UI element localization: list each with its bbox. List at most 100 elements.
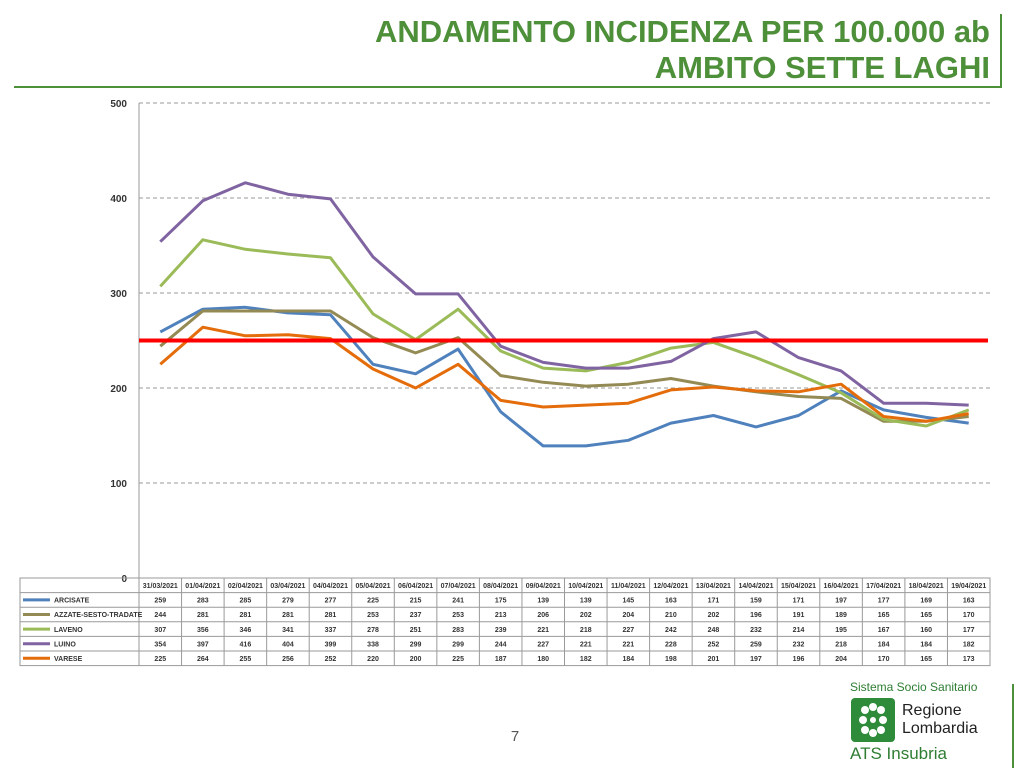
data-label: 404 [282, 641, 294, 648]
data-label: 167 [878, 627, 890, 634]
data-label: 279 [282, 598, 294, 605]
legend-label: ARCISATE [54, 598, 90, 605]
data-label: 170 [963, 612, 975, 619]
x-tick-label: 11/04/2021 [611, 583, 646, 590]
data-label: 169 [920, 598, 932, 605]
x-tick-label: 03/04/2021 [270, 583, 305, 590]
page-number: 7 [510, 728, 520, 745]
data-label: 259 [154, 598, 166, 605]
data-label: 171 [708, 598, 720, 605]
x-tick-label: 17/04/2021 [866, 583, 901, 590]
data-label: 225 [452, 656, 464, 663]
x-tick-label: 14/04/2021 [738, 583, 773, 590]
data-label: 255 [240, 656, 252, 663]
y-tick-label: 0 [121, 574, 127, 585]
y-tick-label: 500 [110, 99, 127, 110]
data-label: 232 [750, 627, 762, 634]
x-tick-label: 13/04/2021 [696, 583, 731, 590]
data-label: 244 [154, 612, 166, 619]
legend-label: VARESE [54, 656, 83, 663]
data-label: 299 [452, 641, 464, 648]
logo-name-line2: Lombardia [902, 720, 978, 737]
data-label: 281 [240, 612, 252, 619]
data-label: 187 [495, 656, 507, 663]
series-line [159, 238, 970, 428]
x-tick-label: 19/04/2021 [951, 583, 986, 590]
x-tick-label: 07/04/2021 [441, 583, 476, 590]
data-label: 218 [580, 627, 592, 634]
data-label: 160 [920, 627, 932, 634]
x-tick-label: 04/04/2021 [313, 583, 348, 590]
data-label: 163 [665, 598, 677, 605]
data-label: 225 [367, 598, 379, 605]
data-label: 191 [793, 612, 805, 619]
x-tick-label: 01/04/2021 [185, 583, 220, 590]
data-label: 184 [920, 641, 932, 648]
series-line [159, 181, 969, 407]
data-label: 416 [240, 641, 252, 648]
data-label: 228 [665, 641, 677, 648]
data-label: 259 [750, 641, 762, 648]
data-label: 278 [367, 627, 379, 634]
data-label: 346 [240, 627, 252, 634]
data-label: 163 [963, 598, 975, 605]
data-label: 221 [580, 641, 592, 648]
data-label: 197 [750, 656, 762, 663]
data-label: 173 [963, 656, 975, 663]
data-label: 145 [622, 598, 634, 605]
data-label: 159 [750, 598, 762, 605]
data-label: 197 [835, 598, 847, 605]
x-tick-label: 16/04/2021 [824, 583, 859, 590]
data-label: 283 [452, 627, 464, 634]
data-label: 139 [580, 598, 592, 605]
y-tick-label: 400 [110, 194, 127, 205]
data-label: 253 [367, 612, 379, 619]
data-label: 218 [835, 641, 847, 648]
x-tick-label: 10/04/2021 [568, 583, 603, 590]
x-tick-label: 31/03/2021 [143, 583, 178, 590]
series-line [159, 309, 969, 423]
data-label: 251 [410, 627, 422, 634]
logo-name-line1: Regione [902, 702, 962, 719]
x-tick-label: 18/04/2021 [909, 583, 944, 590]
logo-ats: ATS Insubria [850, 744, 948, 763]
data-label: 196 [793, 656, 805, 663]
data-label: 204 [835, 656, 847, 663]
data-label: 225 [154, 656, 166, 663]
data-label: 182 [580, 656, 592, 663]
data-label: 206 [537, 612, 549, 619]
data-label: 252 [325, 656, 337, 663]
data-label: 171 [793, 598, 805, 605]
data-label: 248 [708, 627, 720, 634]
data-label: 196 [750, 612, 762, 619]
data-label: 227 [622, 627, 634, 634]
data-label: 170 [878, 656, 890, 663]
data-label: 338 [367, 641, 379, 648]
data-label: 215 [410, 598, 422, 605]
title-side-rule [1000, 14, 1002, 86]
data-label: 354 [154, 641, 166, 648]
data-label: 180 [537, 656, 549, 663]
series-line [159, 305, 969, 448]
series-line [159, 325, 969, 423]
data-label: 277 [325, 598, 337, 605]
x-tick-label: 09/04/2021 [526, 583, 561, 590]
incidence-line-chart: 0 100 200 300 400 500 31/03/2021 01/04/2021 02/0… [19, 99, 991, 667]
data-label: 177 [963, 627, 975, 634]
data-label: 221 [622, 641, 634, 648]
title-underline [14, 86, 1002, 88]
x-tick-label: 08/04/2021 [483, 583, 518, 590]
data-label: 198 [665, 656, 677, 663]
data-label: 200 [410, 656, 422, 663]
data-label: 182 [963, 641, 975, 648]
data-label: 202 [580, 612, 592, 619]
data-label: 281 [325, 612, 337, 619]
slide-title-line2: AMBITO SETTE LAGHI [654, 50, 990, 85]
x-tick-label: 06/04/2021 [398, 583, 433, 590]
data-label: 252 [708, 641, 720, 648]
data-label: 184 [622, 656, 634, 663]
data-label: 227 [537, 641, 549, 648]
data-label: 281 [197, 612, 209, 619]
data-label: 201 [708, 656, 720, 663]
data-label: 210 [665, 612, 677, 619]
